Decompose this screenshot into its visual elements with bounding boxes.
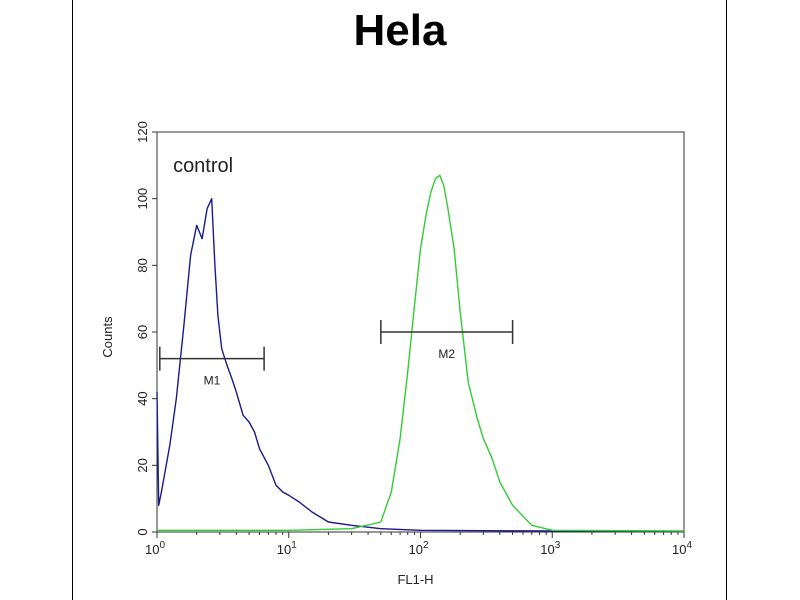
tick-layer: 0 20 40 60 80 100 120 100 101 102 103 104	[135, 121, 692, 557]
control-annotation: control	[173, 155, 233, 177]
chart-title: Hela	[353, 6, 447, 55]
y-axis-label: Counts	[100, 316, 115, 358]
x-tick-label: 101	[277, 540, 297, 557]
y-tick-label: 80	[135, 258, 150, 272]
gate-m2-label: M2	[438, 347, 455, 361]
x-tick-label: 102	[408, 540, 428, 557]
x-axis-label: FL1-H	[397, 572, 433, 587]
y-tick-label: 100	[135, 188, 150, 210]
sample-histogram-line	[157, 174, 685, 532]
y-tick-label: 120	[135, 121, 150, 143]
y-tick-label: 40	[135, 391, 150, 405]
series-layer	[156, 174, 685, 532]
x-tick-label: 103	[540, 540, 560, 557]
frame-left-border	[72, 0, 73, 600]
annotation-layer: control M1 M2	[159, 155, 514, 388]
y-tick-label: 20	[135, 458, 150, 472]
y-tick-label: 0	[135, 528, 150, 535]
x-tick-label: 100	[145, 540, 165, 557]
control-histogram-line	[156, 197, 685, 532]
y-tick-label: 60	[135, 325, 150, 339]
gate-m1-label: M1	[204, 374, 221, 388]
frame-right-border	[726, 0, 727, 600]
x-tick-label: 104	[672, 540, 692, 557]
